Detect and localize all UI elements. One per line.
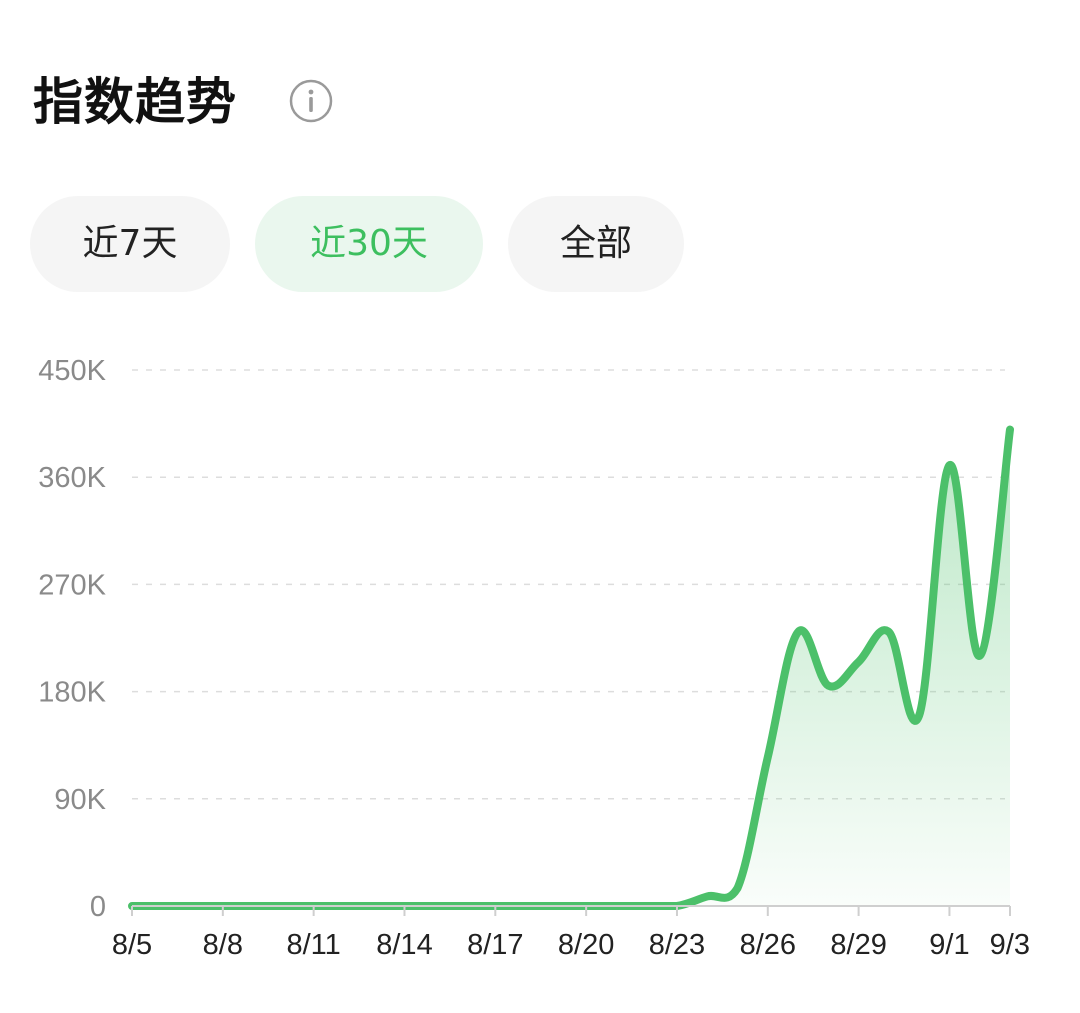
- info-circle-icon[interactable]: [288, 78, 334, 124]
- series-area: [132, 429, 1010, 906]
- tab-30-days[interactable]: 近30天: [255, 196, 483, 292]
- x-tick-label: 8/26: [740, 929, 796, 961]
- x-tick-label: 8/20: [558, 929, 614, 961]
- x-tick-label: 8/8: [203, 929, 243, 961]
- data-point: [918, 714, 920, 716]
- y-tick-label: 270K: [38, 569, 106, 601]
- tab-all[interactable]: 全部: [508, 196, 684, 292]
- x-tick-label: 8/11: [287, 929, 341, 961]
- tab-7-days[interactable]: 近7天: [30, 196, 230, 292]
- data-point: [858, 661, 860, 663]
- data-point: [797, 631, 799, 633]
- data-point: [888, 631, 890, 633]
- data-point: [1009, 429, 1011, 431]
- x-tick-label: 8/29: [830, 929, 886, 961]
- y-tick-label: 90K: [54, 784, 106, 816]
- y-tick-label: 0: [90, 891, 106, 923]
- data-point: [767, 756, 769, 758]
- y-tick-label: 450K: [38, 355, 106, 387]
- x-tick-label: 9/1: [929, 929, 969, 961]
- x-tick-label: 9/3: [990, 929, 1030, 961]
- x-tick-label: 8/23: [649, 929, 705, 961]
- page-title: 指数趋势: [33, 73, 237, 131]
- y-tick-label: 360K: [38, 462, 106, 494]
- data-point: [948, 464, 950, 466]
- x-tick-label: 8/17: [467, 929, 523, 961]
- x-tick-label: 8/5: [112, 929, 152, 961]
- x-tick-label: 8/14: [376, 929, 432, 961]
- y-tick-label: 180K: [38, 677, 106, 709]
- data-point: [979, 655, 981, 657]
- data-point: [827, 685, 829, 687]
- trend-chart: 0 90K 180K 270K 360K 450K 8/5 8/8 8/11 8/14 8/17 8…: [38, 355, 1030, 961]
- data-point: [737, 887, 739, 889]
- data-point: [706, 895, 708, 897]
